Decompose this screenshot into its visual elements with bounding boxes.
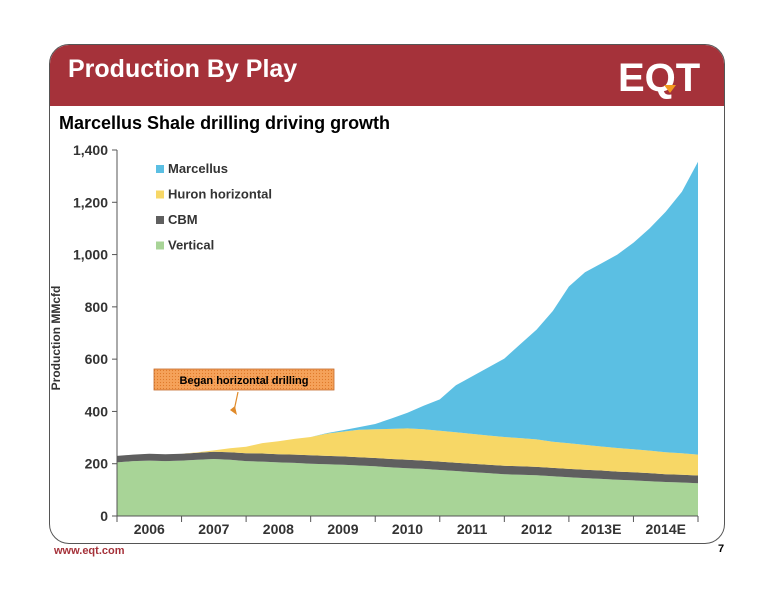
y-tick-label: 0: [100, 508, 108, 524]
x-tick-label: 2013E: [581, 521, 621, 537]
y-tick-label: 600: [85, 351, 109, 367]
legend-label: Vertical: [168, 238, 214, 253]
logo-text: EQT: [618, 56, 700, 99]
y-tick-label: 1,200: [73, 194, 108, 210]
chart-subtitle: Marcellus Shale drilling driving growth: [59, 113, 391, 133]
x-tick-label: 2010: [392, 521, 423, 537]
x-tick-label: 2007: [198, 521, 229, 537]
title-bar: Production By Play EQT: [50, 45, 724, 106]
y-tick-label: 1,000: [73, 247, 108, 263]
y-axis-label: Production MMcfd: [49, 286, 63, 391]
x-tick-label: 2014E: [645, 521, 685, 537]
annotation-box: [153, 368, 335, 391]
annotation-text: Began horizontal drilling: [180, 375, 309, 387]
annotation-arrowhead-icon: [229, 406, 237, 415]
area-cbm: [117, 451, 698, 484]
annotation-layer: Began horizontal drilling: [153, 368, 335, 415]
area-marcellus: [117, 161, 698, 456]
x-tick-label: 2011: [457, 521, 488, 537]
legend-swatch: [156, 216, 164, 224]
y-tick-label: 1,400: [73, 142, 108, 158]
x-tick-label: 2009: [327, 521, 358, 537]
slide-title: Production By Play: [68, 55, 298, 83]
eqt-logo: EQT: [618, 56, 700, 99]
x-tick-label: 2006: [134, 521, 165, 537]
legend-label: CBM: [168, 212, 198, 227]
area-huron-horizontal: [117, 428, 698, 476]
legend-swatch: [156, 165, 164, 173]
legend-swatch: [156, 190, 164, 199]
legend-swatch: [156, 241, 164, 250]
x-tick-label: 2008: [263, 521, 294, 537]
y-tick-label: 800: [85, 299, 109, 315]
legend-label: Huron horizontal: [168, 187, 272, 202]
y-tick-label: 200: [85, 456, 109, 472]
area-layer: [117, 161, 698, 516]
logo-accent-icon: [664, 85, 676, 93]
x-tick-label: 2012: [521, 521, 552, 537]
legend-label: Marcellus: [168, 161, 228, 176]
page-number: 7: [718, 543, 725, 555]
axes-layer: 0 200 400 600 800 1,000 1,200 1,400 2006 2007 2008…: [49, 142, 699, 537]
y-tick-label: 400: [85, 403, 109, 419]
legend: Marcellus Huron horizontal CBM Vertical: [156, 161, 272, 253]
area-vertical: [117, 459, 698, 516]
footer-url[interactable]: www.eqt.com: [54, 545, 125, 557]
